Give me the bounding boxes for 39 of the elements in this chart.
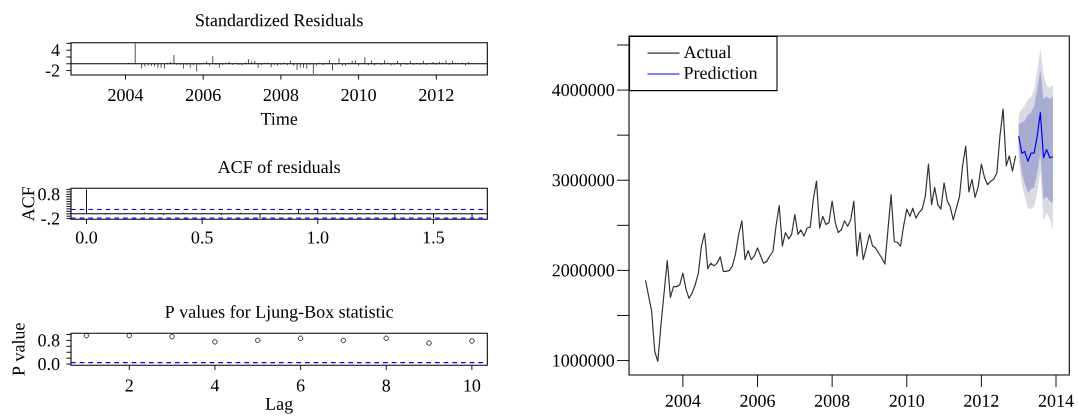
x-tick-label: 2010 <box>889 394 925 407</box>
x-tick-label: 2012 <box>419 88 454 102</box>
x-tick-label: 2 <box>125 379 133 392</box>
legend-label: Prediction <box>684 66 758 80</box>
x-tick-label: 8 <box>382 379 391 392</box>
x-axis-title: Lag <box>265 397 293 414</box>
y-tick-label: 0.0 <box>38 357 60 371</box>
x-tick-label: 1.5 <box>423 231 444 244</box>
x-tick-label: 2004 <box>665 394 701 407</box>
x-tick-label: 2004 <box>108 88 144 102</box>
x-tick-label: 4 <box>210 379 220 392</box>
y-tick-label: 4000000 <box>552 84 615 97</box>
chart-title: ACF of residuals <box>217 160 340 174</box>
x-tick-label: 2012 <box>964 394 999 407</box>
x-axis-title: Time <box>260 112 298 126</box>
y-tick-label: -2 <box>45 64 60 77</box>
y-tick-label: -.2 <box>41 212 60 225</box>
x-tick-label: 0.0 <box>75 231 98 244</box>
x-tick-label: 2008 <box>814 394 850 407</box>
y-tick-label: 0.8 <box>38 334 60 347</box>
y-tick-label: 3000000 <box>552 174 615 187</box>
chart-title: Standardized Residuals <box>196 13 363 27</box>
y-axis-title: ACF <box>22 186 35 222</box>
y-axis-title: P value <box>11 323 25 376</box>
x-tick-label: 2008 <box>263 88 299 102</box>
y-tick-label: 0.8 <box>38 188 60 201</box>
legend-label: Actual <box>683 45 732 59</box>
chart-title: P values for Ljung-Box statistic <box>165 305 394 322</box>
y-tick-label: 1000000 <box>553 354 615 367</box>
x-tick-label: 2006 <box>740 394 775 407</box>
x-tick-label: 2010 <box>341 88 376 102</box>
x-tick-label: 2006 <box>186 88 221 102</box>
x-tick-label: 2014 <box>1038 394 1074 407</box>
y-tick-label: 2000000 <box>552 264 615 277</box>
x-tick-label: 0.5 <box>191 231 213 244</box>
y-tick-label: 4 <box>51 44 60 57</box>
x-tick-label: 10 <box>464 379 481 392</box>
x-tick-label: 1.0 <box>308 231 329 244</box>
x-tick-label: 6 <box>296 379 305 392</box>
